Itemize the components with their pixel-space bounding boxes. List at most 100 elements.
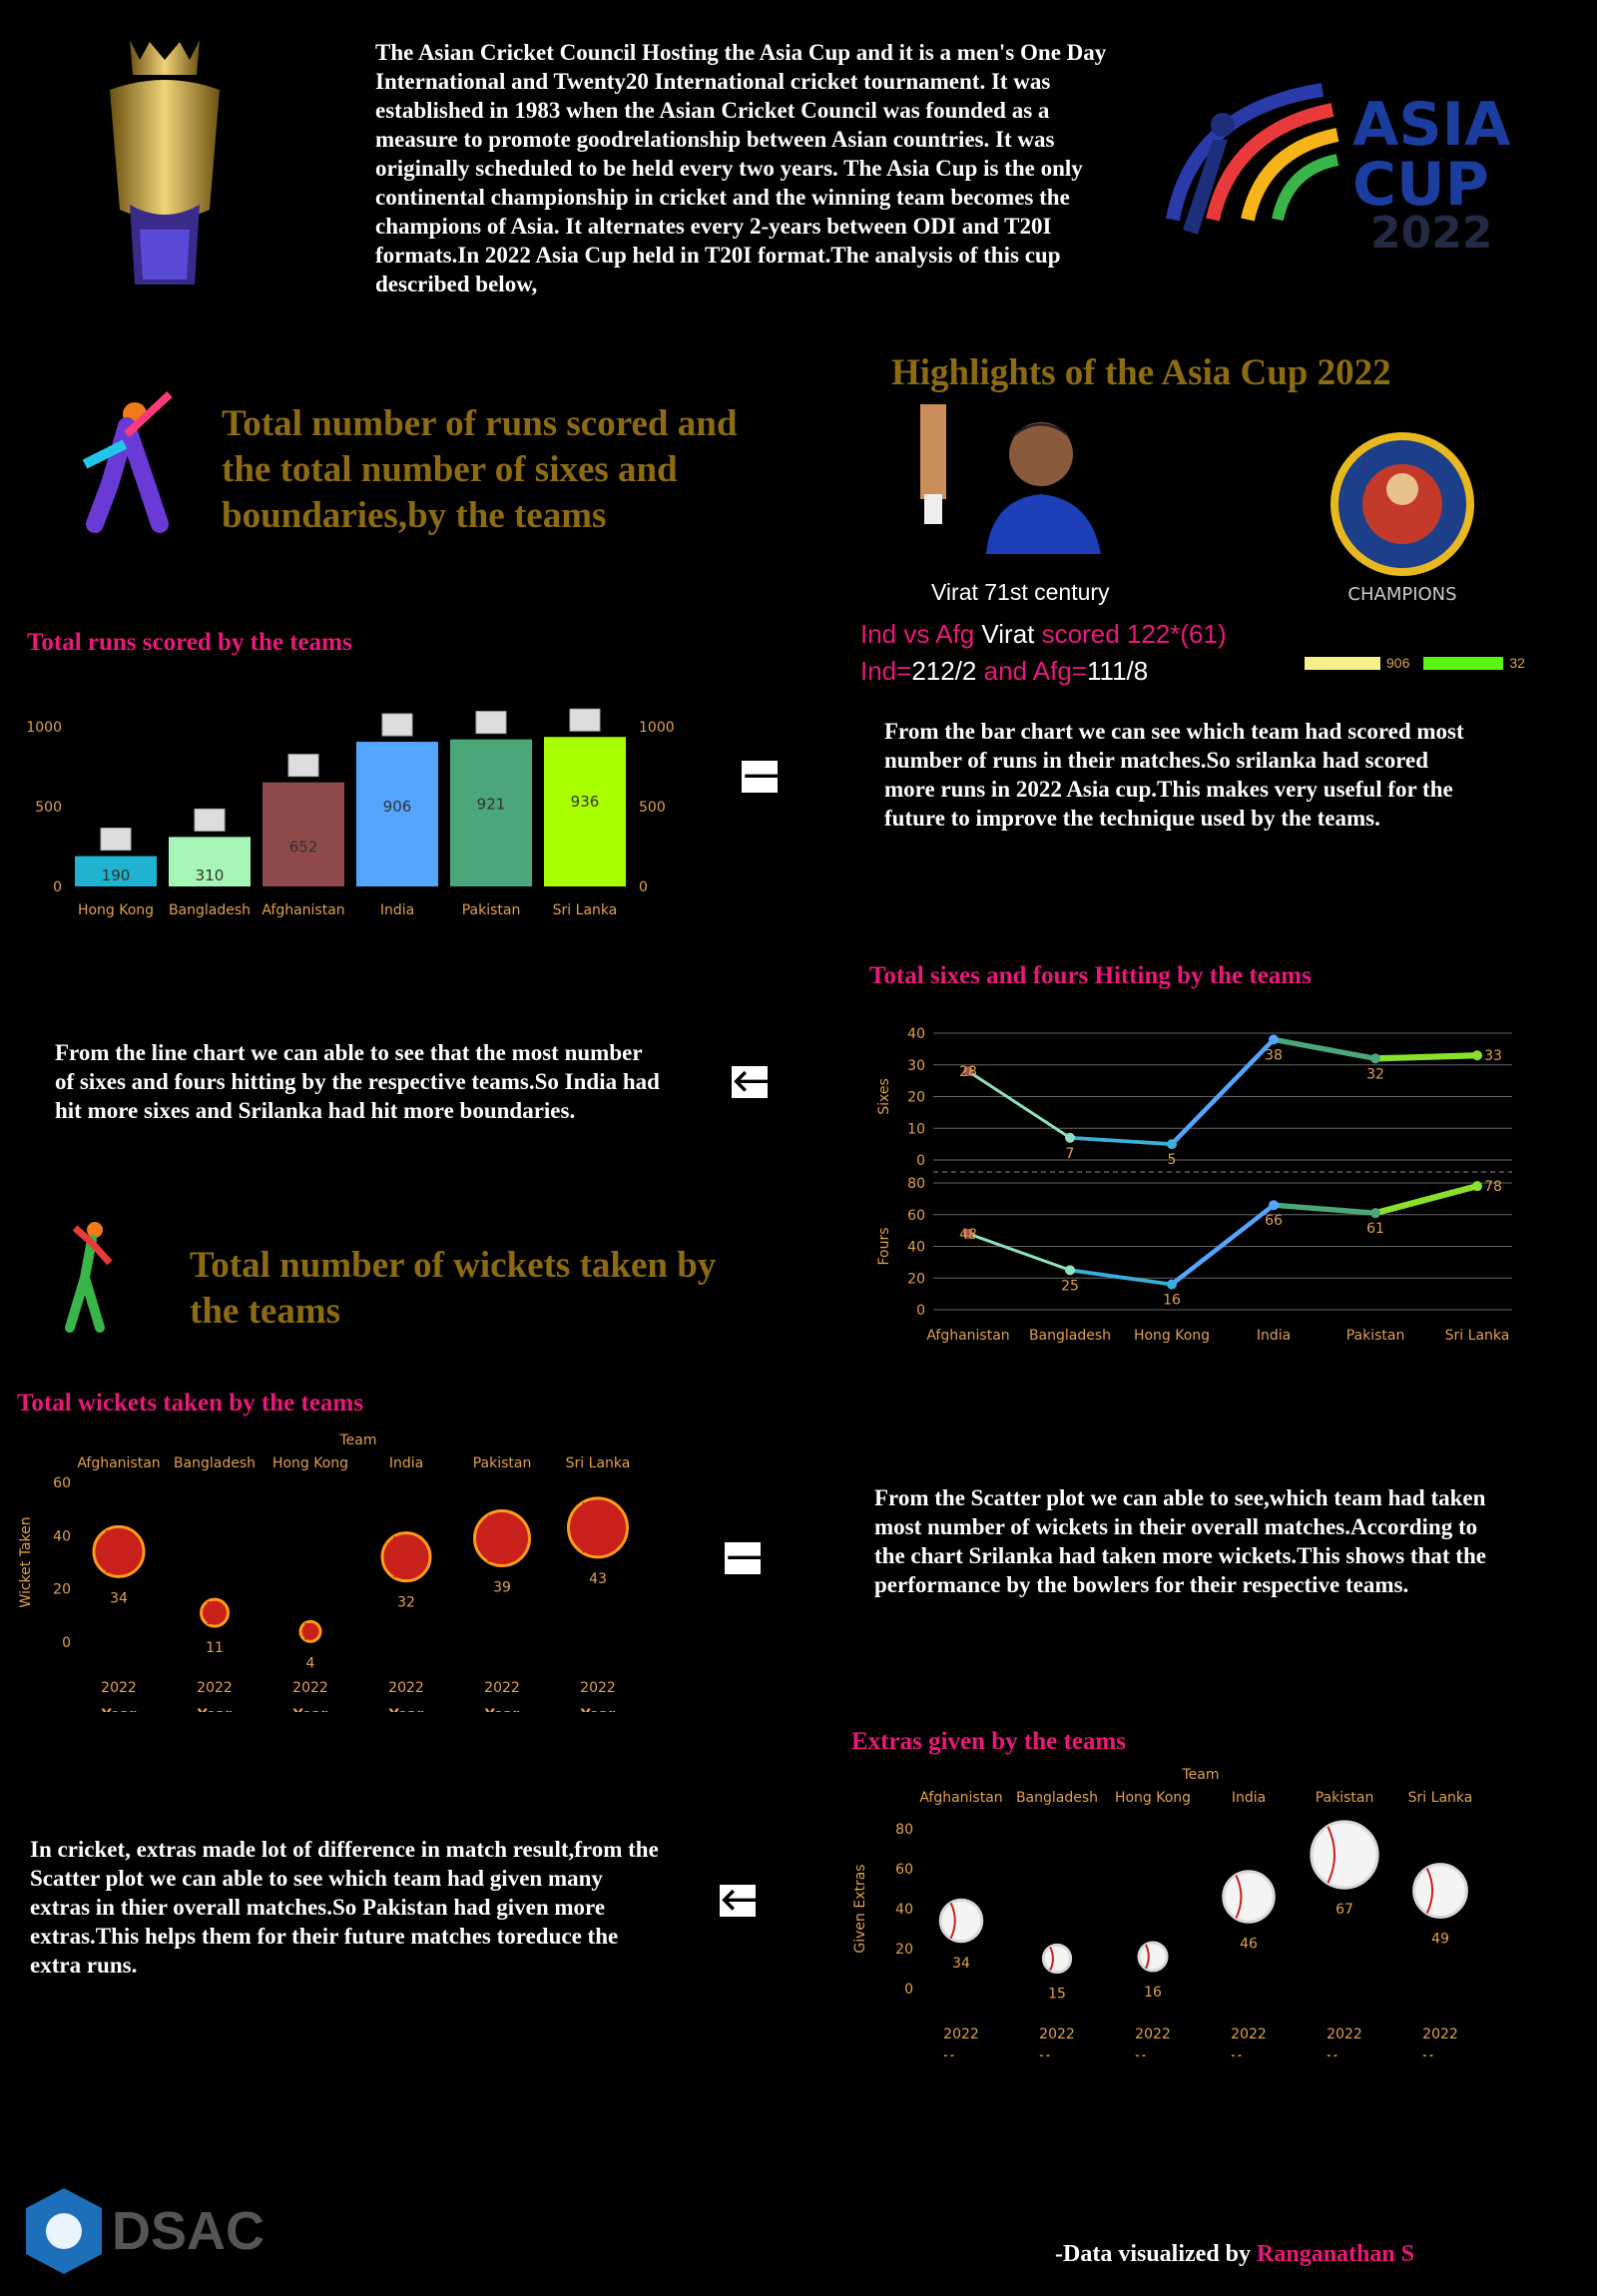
y-tick-right: 1000 [639, 720, 675, 736]
x-tick-label: Afghanistan [926, 1328, 1009, 1344]
data-label: 32 [397, 1595, 415, 1611]
legend-swatch-2 [1423, 656, 1504, 670]
series-segment [1371, 1183, 1481, 1217]
data-label: 38 [1265, 1047, 1283, 1063]
data-point [1310, 1820, 1379, 1890]
x-axis-label: Year [388, 1707, 424, 1712]
intro-paragraph: The Asian Cricket Council Hosting the As… [375, 40, 1107, 296]
x-axis-label: Year [1135, 2053, 1171, 2056]
logo-asia-text: ASIA [1352, 90, 1511, 160]
x-axis-label: Year [484, 1707, 520, 1712]
player-name: Virat [974, 619, 1042, 649]
ball-seam [393, 1535, 400, 1578]
credit-label: -Data visualized by [1055, 2241, 1258, 2267]
data-point [200, 1597, 230, 1628]
data-label: 4 [306, 1655, 315, 1671]
section-wickets-title: Total number of wickets taken by the tea… [190, 1245, 717, 1332]
data-point [298, 1619, 322, 1643]
team-header: Afghanistan [77, 1455, 160, 1471]
x-tick-label: 2022 [388, 1680, 424, 1696]
batsman-splash-icon [65, 374, 205, 534]
data-point [1167, 1139, 1177, 1150]
sixes-chart-title: Total sixes and fours Hitting by the tea… [869, 962, 1312, 989]
afg-score: 111/8 [1087, 656, 1149, 686]
flag-icon [194, 808, 226, 832]
team-header: Sri Lanka [566, 1455, 631, 1471]
flag-icon [287, 754, 319, 778]
highlights-title: Highlights of the Asia Cup 2022 [891, 352, 1391, 393]
x-axis-label: Year [943, 2053, 979, 2056]
series-segment [1169, 1202, 1277, 1287]
y-tick-label: 0 [916, 1153, 925, 1169]
score-text: scored 122*(61) [1041, 619, 1227, 649]
data-label: 34 [952, 1956, 970, 1972]
data-point [473, 1509, 531, 1567]
afg-label: and Afg= [976, 656, 1088, 686]
arrow-left-icon: 🡐 [732, 1065, 812, 1098]
data-point [1222, 1870, 1276, 1924]
ball-seam [1425, 1868, 1434, 1914]
y-tick-label: 0 [904, 1982, 913, 1998]
y-tick-label: 60 [53, 1475, 71, 1491]
data-label: 33 [1484, 1048, 1502, 1064]
x-tick-label: 2022 [101, 1680, 137, 1696]
team-header: India [1232, 1790, 1266, 1806]
wickets-description: From the Scatter plot we can able to see… [874, 1485, 1486, 1597]
bar-value-label: 310 [196, 866, 225, 884]
bar [450, 739, 532, 886]
y-tick-label: 0 [916, 1303, 925, 1319]
x-tick-label: 2022 [1422, 2026, 1458, 2042]
logo-cup-text: CUP [1352, 150, 1489, 220]
dsac-brand: DSAC [112, 2201, 266, 2261]
dsac-logo: DSAC [22, 2186, 265, 2276]
data-point [1269, 1034, 1279, 1045]
x-tick-label: Bangladesh [169, 902, 251, 918]
data-label: 15 [1048, 1987, 1066, 2003]
champions-badge: CHAMPIONS [1323, 424, 1482, 609]
team-header: Hong Kong [1115, 1790, 1191, 1806]
x-axis-label: Year [292, 1707, 328, 1712]
data-label: 49 [1431, 1931, 1449, 1947]
y-tick-left: 500 [35, 800, 62, 816]
data-label: 7 [1066, 1146, 1075, 1162]
y-tick-right: 0 [639, 879, 648, 895]
ball-seam [1145, 1944, 1150, 1970]
x-axis-label: Year [1231, 2053, 1267, 2056]
data-point [1370, 1053, 1380, 1064]
ball-seam [949, 1902, 956, 1940]
data-label: 46 [1240, 1936, 1258, 1952]
bowler-icon [50, 1218, 130, 1333]
x-tick-label: India [380, 902, 414, 918]
x-tick-label: Hong Kong [1134, 1328, 1210, 1344]
x-tick-label: Afghanistan [262, 902, 344, 918]
y-tick-label: 20 [907, 1090, 925, 1106]
data-label: 16 [1144, 1985, 1162, 2001]
x-tick-label: Sri Lanka [553, 902, 618, 918]
x-tick-label: 2022 [1231, 2026, 1267, 2042]
bar [169, 837, 251, 886]
ball-seam [1235, 1875, 1243, 1919]
series-segment [1169, 1037, 1277, 1147]
extras-scatter-plot: Team 0 20 40 60 80 Given Extras Afghanistan 34 20… [852, 1767, 1472, 2056]
data-point [1041, 1943, 1073, 1975]
y-axis-label: Given Extras [852, 1864, 868, 1953]
bar-value-label: 190 [102, 866, 131, 884]
arrow-left-icon-2: 🡐 [720, 1884, 800, 1917]
virat-photo [916, 404, 1101, 554]
data-label: 28 [959, 1064, 977, 1080]
match-label: Ind vs Afg [860, 619, 975, 649]
data-label: 11 [206, 1640, 224, 1656]
x-axis-label: Year [580, 1707, 616, 1712]
data-point [1472, 1181, 1482, 1192]
flag-icon [569, 708, 601, 732]
x-tick-label: 2022 [292, 1680, 328, 1696]
y-tick-label: 40 [907, 1240, 925, 1256]
team-header: Hong Kong [272, 1455, 348, 1471]
data-label: 25 [1061, 1278, 1079, 1294]
y-tick-label: 60 [895, 1862, 913, 1878]
x-axis-label: Year [197, 1707, 233, 1712]
runs-bar-chart: 0 0 500 500 1000 1000 190 Hong Kong 310 Banglades… [26, 708, 675, 918]
x-tick-label: Pakistan [462, 902, 521, 918]
x-tick-label: 2022 [580, 1680, 616, 1696]
data-point [938, 1898, 984, 1944]
